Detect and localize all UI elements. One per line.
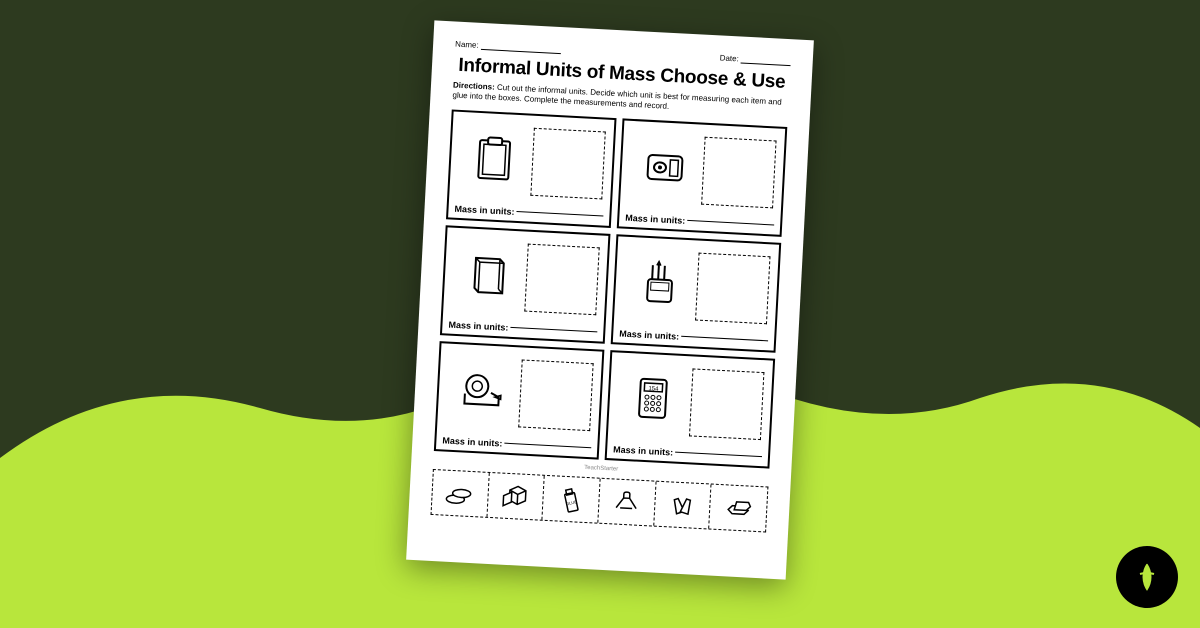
worksheet: Name: Date: Informal Units of Mass Choos… <box>406 20 814 579</box>
paste-box <box>701 136 777 208</box>
calculator-icon: 154 <box>614 358 692 438</box>
paste-box <box>695 252 771 324</box>
cutout-cubes <box>487 473 545 520</box>
brand-logo <box>1116 546 1178 608</box>
cutout-coins <box>432 470 490 517</box>
svg-text:GLUE: GLUE <box>565 499 577 506</box>
cell-calculator: 154 Mass in units: <box>605 350 776 468</box>
cutout-erasers <box>710 484 768 531</box>
clipboard-icon <box>455 118 533 198</box>
cell-clipboard: Mass in units: <box>446 109 617 227</box>
pencil-cup-icon <box>620 242 698 322</box>
book-icon <box>449 233 527 313</box>
paste-box <box>524 243 600 315</box>
cell-book: Mass in units: <box>440 225 611 343</box>
paste-box <box>530 128 606 200</box>
cell-sharpener: Mass in units: <box>617 118 788 236</box>
svg-text:154: 154 <box>648 386 659 393</box>
date-field: Date: <box>719 53 790 66</box>
item-grid: Mass in units: Mass in units: Mass in un… <box>434 109 787 468</box>
cell-tape: Mass in units: <box>434 341 605 459</box>
paste-box <box>689 368 765 440</box>
sharpener-icon <box>626 127 704 207</box>
cutout-crayons <box>654 481 712 528</box>
tape-icon <box>443 349 521 429</box>
name-field: Name: <box>455 40 561 55</box>
cutout-row: GLUE <box>431 469 769 533</box>
paste-box <box>518 359 594 431</box>
cutout-clip <box>598 479 656 526</box>
cell-pencil-cup: Mass in units: <box>611 234 782 352</box>
cutout-glue: GLUE <box>543 476 601 523</box>
